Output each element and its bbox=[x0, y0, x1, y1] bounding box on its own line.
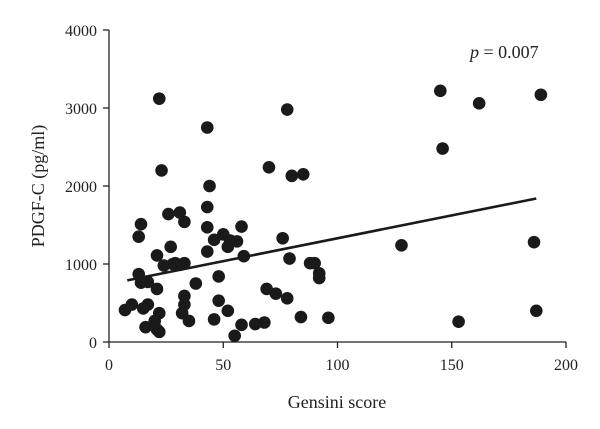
data-point bbox=[200, 221, 214, 234]
data-point bbox=[200, 200, 214, 214]
data-point bbox=[472, 97, 486, 110]
data-point bbox=[178, 215, 191, 229]
data-point bbox=[296, 168, 310, 181]
data-point bbox=[134, 217, 148, 231]
x-axis-title: Gensini score bbox=[288, 392, 386, 412]
data-point bbox=[452, 315, 465, 329]
data-point bbox=[207, 313, 221, 326]
data-point bbox=[155, 164, 168, 177]
data-point bbox=[269, 287, 283, 300]
y-axis: 0 1000 2000 3000 4000 bbox=[65, 23, 109, 352]
data-point bbox=[152, 92, 166, 105]
data-point bbox=[276, 231, 289, 245]
data-point bbox=[118, 303, 132, 317]
data-point bbox=[258, 316, 271, 329]
data-point bbox=[182, 314, 196, 328]
y-tick-label: 4000 bbox=[65, 23, 97, 40]
trend-line bbox=[127, 197, 537, 282]
data-point bbox=[228, 329, 241, 343]
x-tick-label: 200 bbox=[554, 357, 578, 374]
data-point bbox=[230, 235, 244, 248]
p-value-annotation: p = 0.007 bbox=[468, 42, 539, 62]
data-point bbox=[173, 206, 187, 219]
data-point bbox=[436, 142, 449, 155]
y-axis-title: PDGF-C (pg/ml) bbox=[28, 125, 49, 248]
data-point bbox=[280, 292, 294, 305]
data-point bbox=[312, 271, 326, 285]
data-point bbox=[162, 207, 175, 221]
data-point bbox=[212, 294, 225, 307]
data-point bbox=[221, 240, 235, 254]
x-tick-label: 100 bbox=[326, 357, 350, 374]
data-points bbox=[118, 84, 548, 343]
data-point bbox=[283, 252, 296, 265]
data-point bbox=[166, 257, 180, 271]
data-point bbox=[534, 88, 548, 102]
data-point bbox=[141, 275, 155, 289]
y-tick-label: 1000 bbox=[65, 257, 97, 274]
data-point bbox=[262, 160, 276, 174]
data-point bbox=[235, 318, 248, 332]
data-point bbox=[189, 277, 203, 290]
data-point bbox=[527, 235, 541, 249]
data-point bbox=[139, 320, 152, 334]
data-point bbox=[132, 230, 146, 243]
data-point bbox=[308, 256, 321, 270]
x-tick-label: 150 bbox=[440, 357, 464, 374]
y-tick-label: 2000 bbox=[65, 179, 97, 196]
data-point bbox=[322, 311, 335, 325]
data-point bbox=[150, 282, 164, 296]
x-tick-label: 50 bbox=[215, 357, 231, 374]
data-point bbox=[141, 298, 155, 311]
y-tick-label: 3000 bbox=[65, 101, 97, 118]
data-point bbox=[529, 304, 543, 318]
x-tick-label: 0 bbox=[105, 357, 113, 374]
data-point bbox=[434, 84, 447, 98]
data-point bbox=[221, 304, 235, 318]
data-point bbox=[200, 245, 214, 258]
data-point bbox=[164, 240, 177, 254]
data-point bbox=[212, 270, 225, 283]
data-point bbox=[200, 121, 214, 134]
data-point bbox=[280, 103, 294, 116]
data-point bbox=[285, 169, 299, 183]
x-axis: 0 50 100 150 200 bbox=[105, 342, 578, 374]
data-point bbox=[294, 310, 308, 324]
data-point bbox=[150, 249, 164, 262]
y-tick-label: 0 bbox=[89, 335, 97, 352]
data-point bbox=[203, 179, 216, 193]
data-point bbox=[235, 220, 248, 233]
data-point bbox=[395, 238, 408, 252]
data-point bbox=[207, 233, 221, 247]
data-point bbox=[152, 325, 166, 339]
